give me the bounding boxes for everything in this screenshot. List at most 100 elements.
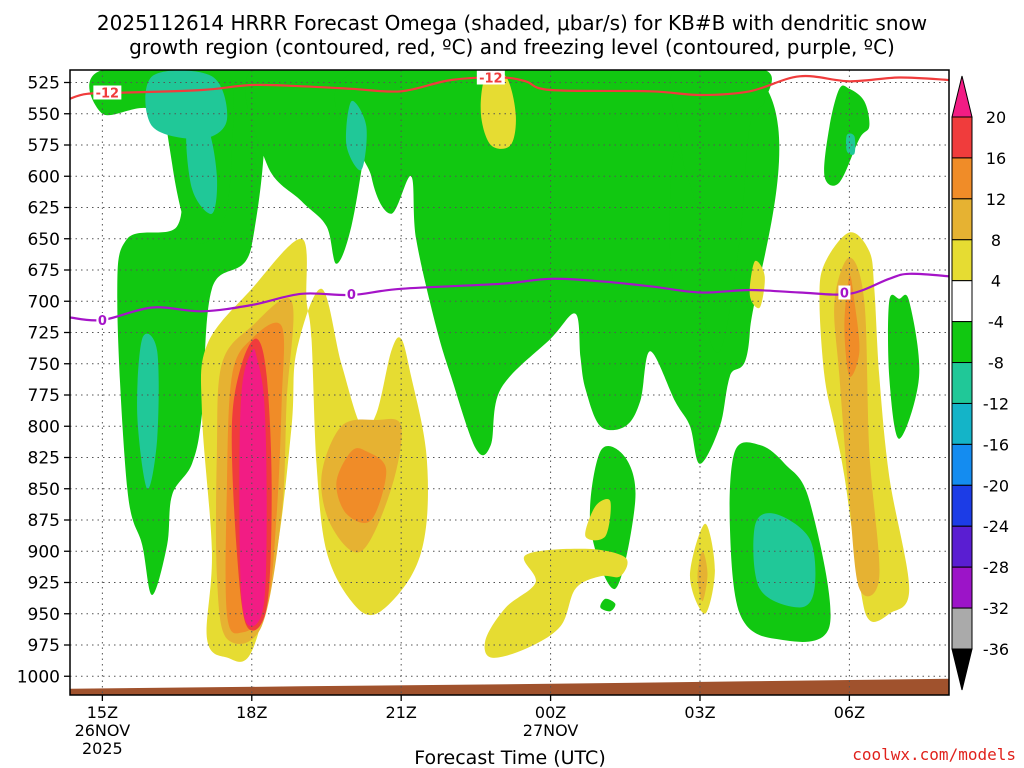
y-tick-label-700: 700 xyxy=(28,292,60,312)
freezing-level-label-1: 0 xyxy=(347,288,356,303)
colorbar-label-0: 20 xyxy=(986,108,1006,127)
omega-area--8-15 xyxy=(753,513,816,608)
colorbar-label-6: -8 xyxy=(988,354,1004,373)
colorbar-label-7: -12 xyxy=(983,394,1009,413)
colorbar-bin-4 xyxy=(951,239,973,282)
y-tick-label-1000: 1000 xyxy=(17,667,60,687)
dendritic-growth-level-label-bg-0 xyxy=(93,85,122,100)
freezing-level-label-0: 0 xyxy=(98,314,107,329)
plot-frame xyxy=(69,69,950,696)
y-tick-label-775: 775 xyxy=(28,386,60,406)
colorbar-label-1: 16 xyxy=(986,149,1006,168)
colorbar-label-9: -20 xyxy=(983,476,1009,495)
credit-text[interactable]: coolwx.com/models xyxy=(852,745,1016,764)
y-tick-label-650: 650 xyxy=(28,230,60,250)
chart-title-line1: 2025112614 HRRR Forecast Omega (shaded, … xyxy=(97,11,927,35)
y-tick-label-750: 750 xyxy=(28,355,60,375)
omega-area-4-22 xyxy=(749,260,765,309)
omega-area--4-7 xyxy=(888,294,920,439)
omega-area-8-27 xyxy=(697,551,708,602)
y-tick-label-525: 525 xyxy=(28,74,60,94)
omega-area-12-29 xyxy=(336,448,387,524)
omega-shaded-areas xyxy=(89,70,920,662)
x-tick-label-00Z: 00Z xyxy=(535,703,566,722)
omega-area-4-19 xyxy=(484,548,628,658)
colorbar-label-11: -28 xyxy=(983,558,1009,577)
colorbar-label-5: -4 xyxy=(988,313,1004,332)
colorbar-bin-11 xyxy=(951,525,973,568)
colorbar-bin-12 xyxy=(951,566,973,609)
freezing-level-label-bg-2 xyxy=(838,285,851,300)
x-tick-date-00Z: 27NOV xyxy=(523,721,579,740)
y-tick-label-800: 800 xyxy=(28,417,60,437)
omega-area-12-30 xyxy=(844,275,860,377)
y-tick-label-625: 625 xyxy=(28,199,60,219)
y-tick-label-900: 900 xyxy=(28,542,60,562)
colorbar-bin-10 xyxy=(951,484,973,527)
y-tick-label-950: 950 xyxy=(28,605,60,625)
y-tick-label-575: 575 xyxy=(28,136,60,156)
colorbar-bin-9 xyxy=(951,443,973,486)
colorbar-label-12: -32 xyxy=(983,599,1009,618)
dendritic-growth-level-label-1: -12 xyxy=(479,72,503,87)
omega-area--8-12 xyxy=(186,119,218,215)
x-tick-label-21Z: 21Z xyxy=(386,703,417,722)
colorbar-bin-13 xyxy=(951,607,973,650)
y-tick-label-600: 600 xyxy=(28,167,60,187)
omega-area-20-32 xyxy=(239,348,267,627)
colorbar-bin-5 xyxy=(951,280,973,323)
colorbar-bin-1 xyxy=(951,116,973,159)
dendritic-growth-level-label-bg-1 xyxy=(476,70,505,85)
x-tick-year-15Z: 2025 xyxy=(82,739,123,758)
colorbar-label-13: -36 xyxy=(983,640,1009,659)
colorbar-bin-7 xyxy=(951,362,973,404)
omega-area--8-14 xyxy=(345,100,367,171)
omega-area--4-5 xyxy=(669,151,702,306)
x-tick-label-03Z: 03Z xyxy=(684,703,715,722)
omega-area--4-10 xyxy=(600,598,616,612)
y-tick-label-725: 725 xyxy=(28,324,60,344)
omega-area-4-18 xyxy=(480,71,516,149)
freezing-level-label-bg-0 xyxy=(96,313,109,327)
terrain-fill xyxy=(70,678,949,695)
dendritic-growth-level-label-0: -12 xyxy=(96,87,120,102)
y-tick-label-875: 875 xyxy=(28,511,60,531)
colorbar-bin-6 xyxy=(951,321,973,364)
colorbar-label-10: -24 xyxy=(983,517,1009,536)
y-tick-label-550: 550 xyxy=(28,105,60,125)
omega-area--4-3 xyxy=(334,70,780,464)
grid-lines xyxy=(70,70,949,695)
colorbar-bottom-triangle xyxy=(951,648,973,691)
freezing-level-label-bg-1 xyxy=(345,286,358,301)
colorbar-bin-8 xyxy=(951,402,973,445)
y-tick-label-675: 675 xyxy=(28,261,60,281)
omega-area--8-11 xyxy=(145,70,228,139)
colorbar-label-4: 4 xyxy=(991,272,1001,291)
terrain-layer xyxy=(70,678,949,695)
colorbar-bin-3 xyxy=(951,198,973,241)
x-tick-label-15Z: 15Z xyxy=(87,703,118,722)
x-tick-date-15Z: 26NOV xyxy=(75,721,131,740)
y-tick-label-850: 850 xyxy=(28,480,60,500)
colorbar-label-2: 12 xyxy=(986,190,1006,209)
y-axis: 525 550 575 600 625 650 675 700 725 750 775 800 825 8… xyxy=(17,74,70,687)
contour-lines: -12 -12 0 0 0 xyxy=(70,70,949,329)
y-tick-label-975: 975 xyxy=(28,636,60,656)
colorbar: 20 16 12 8 4 -4 -8 -12 -16 -20 -24 -28 -32 -36 xyxy=(951,75,1009,691)
colorbar-top-triangle xyxy=(951,75,973,118)
x-axis-label: Forecast Time (UTC) xyxy=(414,747,605,768)
colorbar-bin-2 xyxy=(951,157,973,200)
omega-area--8-16 xyxy=(846,133,856,155)
omega-area--4-4 xyxy=(669,70,772,353)
x-tick-label-18Z: 18Z xyxy=(236,703,267,722)
chart-title-line2: growth region (contoured, red, ºC) and f… xyxy=(129,35,895,59)
x-tick-label-06Z: 06Z xyxy=(834,703,865,722)
freezing-level-label-2: 0 xyxy=(840,287,849,302)
colorbar-label-8: -16 xyxy=(983,435,1009,454)
y-tick-label-925: 925 xyxy=(28,574,60,594)
omega-area--8-13 xyxy=(137,333,159,490)
colorbar-label-3: 8 xyxy=(991,231,1001,250)
y-tick-label-825: 825 xyxy=(28,449,60,469)
